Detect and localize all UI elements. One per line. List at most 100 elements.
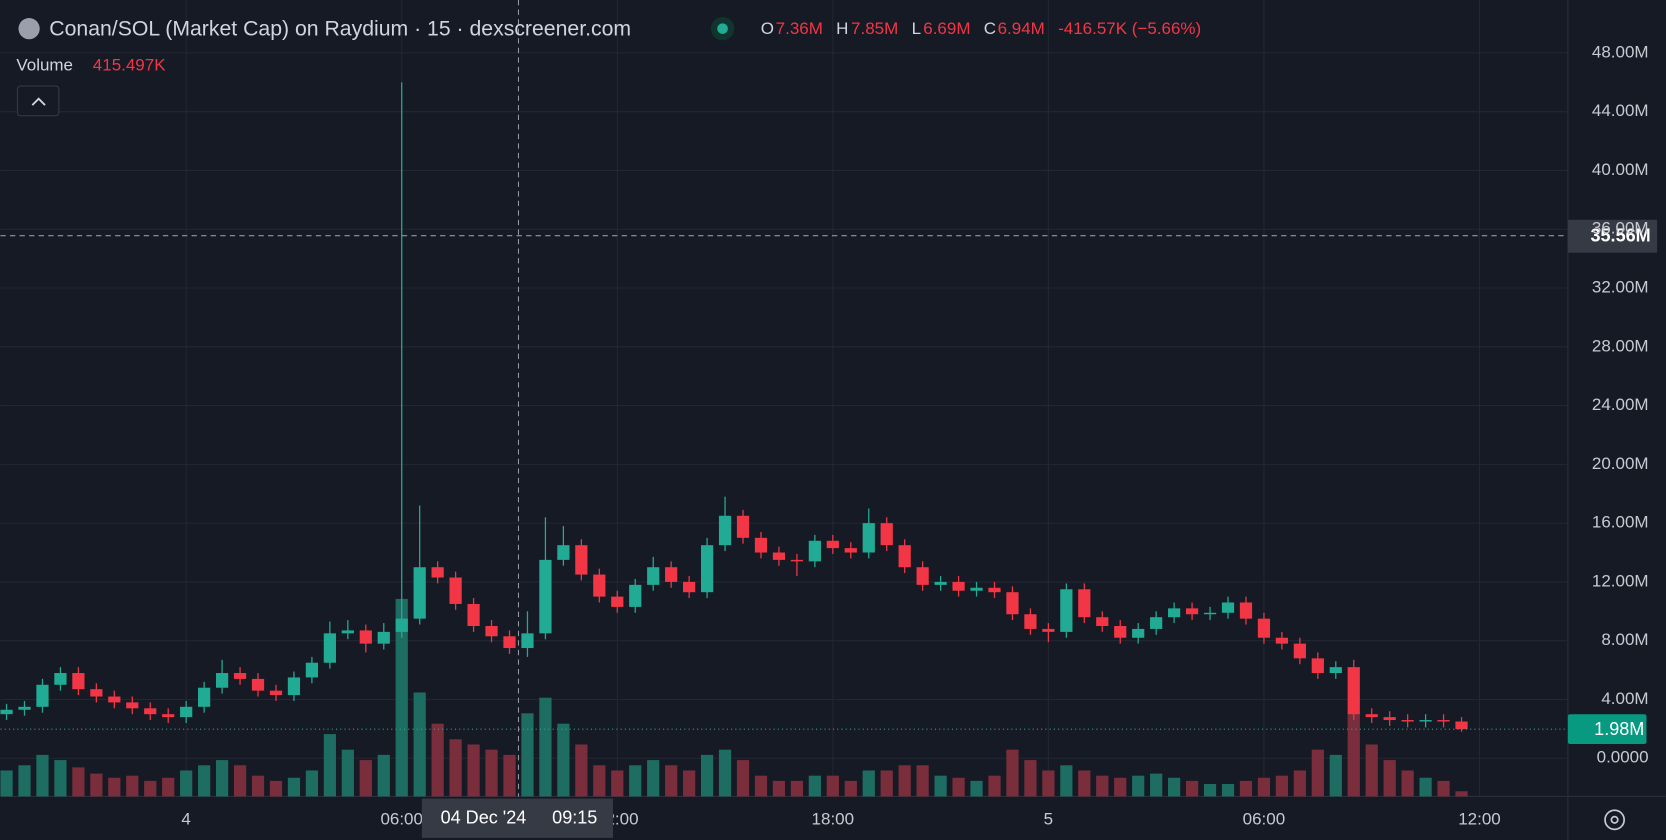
candle-body <box>1114 626 1127 638</box>
candle-body <box>647 567 660 585</box>
volume-bar <box>503 754 516 797</box>
volume-bar <box>916 765 929 797</box>
volume-bar <box>1437 780 1450 797</box>
volume-bar <box>1221 783 1235 797</box>
volume-bar <box>934 775 947 797</box>
candle-body <box>772 552 786 560</box>
crosshair-time-label: 09:15 <box>552 808 597 828</box>
volume-bar <box>575 744 588 797</box>
volume-bar <box>1401 770 1414 797</box>
volume-bar <box>1293 770 1306 797</box>
high-value: 7.85M <box>851 19 898 38</box>
volume-bar <box>665 765 678 797</box>
status-dot <box>717 23 728 34</box>
candle-body <box>826 540 839 549</box>
y-tick-label: 8.00M <box>1601 630 1648 649</box>
candle-body <box>629 584 642 607</box>
volume-bar <box>1347 713 1360 797</box>
candle-body <box>395 618 408 632</box>
volume-bar <box>1168 777 1181 797</box>
low-key: L <box>912 19 921 38</box>
volume-bar <box>1239 780 1253 797</box>
candle-body <box>1401 720 1414 722</box>
grid <box>0 0 1568 797</box>
candle-body <box>36 684 49 707</box>
candle-body <box>790 559 804 562</box>
volume-bar <box>970 780 983 797</box>
x-tick-label: 12:00 <box>1458 809 1501 828</box>
candle-body <box>108 696 121 703</box>
volume-title: Volume <box>16 55 73 74</box>
x-tick-label: 06:00 <box>380 809 423 828</box>
volume-bar <box>1060 765 1073 797</box>
candle-body <box>988 587 1001 593</box>
candle-body <box>952 581 965 591</box>
volume-pane <box>0 598 1468 797</box>
candle-body <box>916 567 929 585</box>
volume-bar <box>790 780 804 797</box>
candle-body <box>1168 608 1181 618</box>
candle-body <box>215 673 229 688</box>
volume-bar <box>305 770 319 797</box>
volume-bar <box>880 770 893 797</box>
candle-body <box>162 714 175 718</box>
candle-body <box>1293 643 1306 659</box>
candle-body <box>1185 608 1199 615</box>
candle-body <box>683 581 696 593</box>
last-price-box <box>1567 714 1647 745</box>
y-tick-label: 16.00M <box>1592 513 1649 532</box>
settings-gear[interactable] <box>1604 809 1625 831</box>
open-value: 7.36M <box>776 19 823 38</box>
crosshair-x-box <box>421 798 613 838</box>
candle-body <box>467 603 480 627</box>
candle-body <box>1203 612 1217 615</box>
candle-body <box>251 678 265 691</box>
candle-body <box>1257 618 1271 638</box>
candle-body <box>1383 717 1396 721</box>
volume-bar <box>772 780 786 797</box>
volume-bar <box>952 777 965 797</box>
candle-body <box>539 559 552 634</box>
volume-bar <box>144 780 157 797</box>
volume-bar <box>323 734 336 797</box>
y-tick-label: 24.00M <box>1592 395 1649 414</box>
candle-body <box>359 630 372 644</box>
y-tick-label: 48.00M <box>1592 42 1649 61</box>
volume-bar <box>18 765 31 797</box>
volume-bar <box>647 760 660 797</box>
collapse-caret <box>31 97 46 106</box>
candle-body <box>126 702 139 709</box>
volume-bar <box>539 697 552 797</box>
candle-body <box>1042 628 1055 632</box>
volume-bar <box>36 754 49 797</box>
volume-bar <box>198 765 211 797</box>
candle-body <box>431 567 444 578</box>
candle-body <box>844 548 857 553</box>
volume-bar <box>1455 791 1468 797</box>
volume-bar <box>1114 777 1127 797</box>
close-value: 6.94M <box>998 19 1045 38</box>
candle-body <box>862 523 875 553</box>
candle-body <box>970 587 983 591</box>
volume-bar <box>557 723 570 797</box>
volume-bar <box>808 775 821 797</box>
low-value: 6.69M <box>923 19 970 38</box>
volume-bar <box>718 749 732 797</box>
candle-body <box>72 673 85 690</box>
change-value: -416.57K (−5.66%) <box>1058 19 1201 38</box>
candle-body <box>341 630 354 634</box>
crosshair-y-label: 35.56M <box>1590 226 1650 246</box>
candle-body <box>1060 589 1073 632</box>
collapse-button[interactable] <box>16 85 60 117</box>
y-tick-label: 40.00M <box>1592 160 1649 179</box>
candle-body <box>718 515 732 546</box>
volume-bar <box>826 775 839 797</box>
ohlc-legend: O 7.36M H 7.85M L 6.69M C 6.94M -416.57K… <box>761 19 1201 38</box>
volume-bar <box>449 739 462 797</box>
collapse-button-box[interactable] <box>16 85 60 117</box>
settings-button[interactable] <box>1604 809 1625 831</box>
candle-body <box>880 523 893 546</box>
candle-body <box>1239 602 1253 619</box>
volume-bar <box>359 760 372 797</box>
